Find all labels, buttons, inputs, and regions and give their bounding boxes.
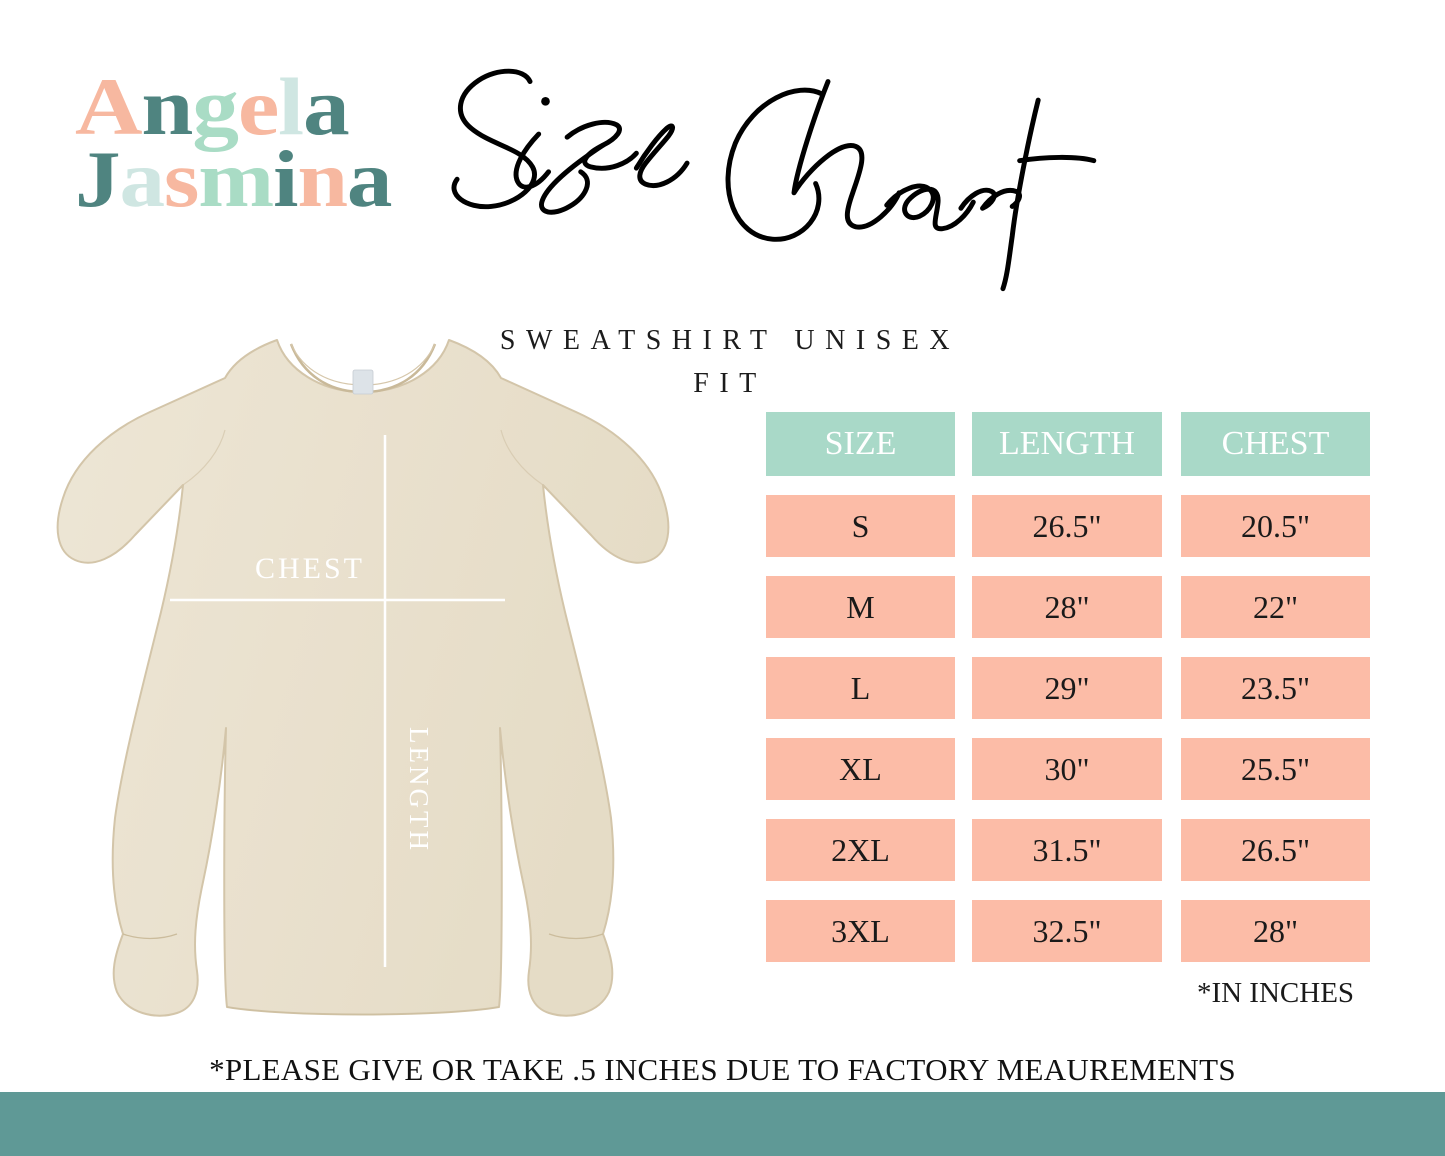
svg-text:LENGTH: LENGTH xyxy=(404,727,434,853)
svg-text:CHEST: CHEST xyxy=(255,552,365,585)
